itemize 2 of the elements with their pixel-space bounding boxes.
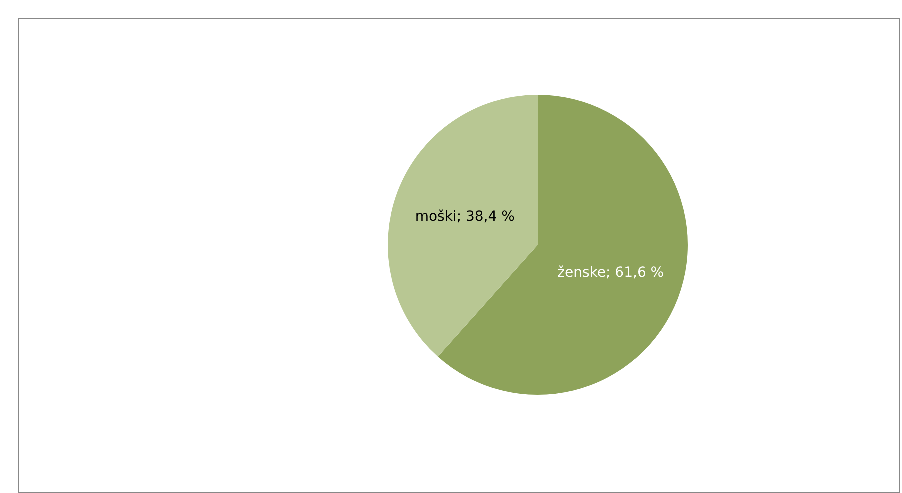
slice-label: moški; 38,4 % [415,209,515,226]
slice-label: ženske; 61,6 % [558,264,664,281]
